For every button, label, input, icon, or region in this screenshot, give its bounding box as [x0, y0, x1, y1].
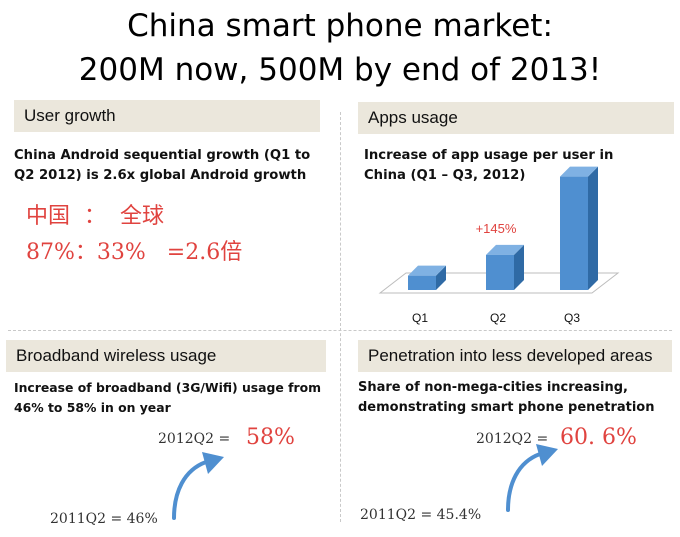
penetration-description: Share of non-mega-cities increasing, dem…	[358, 378, 674, 418]
horizontal-divider	[8, 330, 672, 331]
penetration-header: Penetration into less developed areas	[358, 340, 672, 372]
penetration-2012-value: 60. 6%	[560, 425, 637, 450]
broadband-description: Increase of broadband (3G/Wifi) usage fr…	[14, 378, 334, 418]
x-tick-label-q1: Q1	[412, 311, 428, 325]
user-growth-desc-line-2: Q2 2012) is 2.6x global Android growth	[14, 168, 307, 183]
user-growth-header: User growth	[14, 100, 320, 132]
title-line-2: 200M now, 500M by end of 2013!	[78, 52, 602, 88]
penetration-2011-label: 2011Q2 = 45.4%	[360, 507, 482, 523]
bar-side-q3	[588, 166, 598, 290]
penetration-growth-arrow-icon	[506, 444, 558, 512]
apps-usage-desc-line-1: Increase of app usage per user in	[364, 148, 614, 163]
broadband-desc-line-2: 46% to 58% in on year	[14, 400, 171, 415]
x-tick-label-q2: Q2	[490, 311, 506, 325]
penetration-2012-label: 2012Q2 =	[476, 431, 553, 447]
bar-q2	[486, 254, 514, 290]
bar-side-q2	[514, 244, 524, 290]
bar-q3	[560, 176, 588, 290]
broadband-2011-label: 2011Q2 = 46%	[50, 511, 158, 527]
growth-annotation-q2: +145%	[476, 221, 517, 236]
bar-top-q1	[408, 265, 446, 276]
x-tick-label-q3: Q3	[564, 311, 580, 325]
broadband-header: Broadband wireless usage	[6, 340, 326, 372]
vertical-divider	[340, 112, 341, 522]
penetration-desc-line-1: Share of non-mega-cities increasing,	[358, 380, 628, 395]
user-growth-description: China Android sequential growth (Q1 to Q…	[14, 146, 334, 186]
broadband-2012-label: 2012Q2 =	[158, 431, 235, 447]
bar-top-q3	[560, 166, 598, 177]
page-title: China smart phone market: 200M now, 500M…	[0, 4, 680, 92]
user-growth-desc-line-1: China Android sequential growth (Q1 to	[14, 148, 311, 163]
bar-q1	[408, 275, 436, 290]
penetration-desc-line-2: demonstrating smart phone penetration	[358, 400, 655, 415]
apps-usage-header: Apps usage	[358, 102, 674, 134]
bar-side-q1	[436, 265, 446, 290]
title-line-1: China smart phone market:	[127, 8, 553, 44]
broadband-growth-arrow-icon	[172, 452, 224, 520]
apps-usage-desc-line-2: China (Q1 – Q3, 2012)	[364, 168, 526, 183]
apps-usage-description: Increase of app usage per user in China …	[364, 146, 674, 186]
broadband-2012-value: 58%	[246, 425, 295, 450]
broadband-desc-line-1: Increase of broadband (3G/Wifi) usage fr…	[14, 380, 322, 395]
ratio-line-2: 87%：33% =2.6倍	[26, 240, 243, 265]
ratio-line-1: 中国 ： 全球	[26, 204, 164, 229]
bar-top-q2	[486, 244, 524, 255]
